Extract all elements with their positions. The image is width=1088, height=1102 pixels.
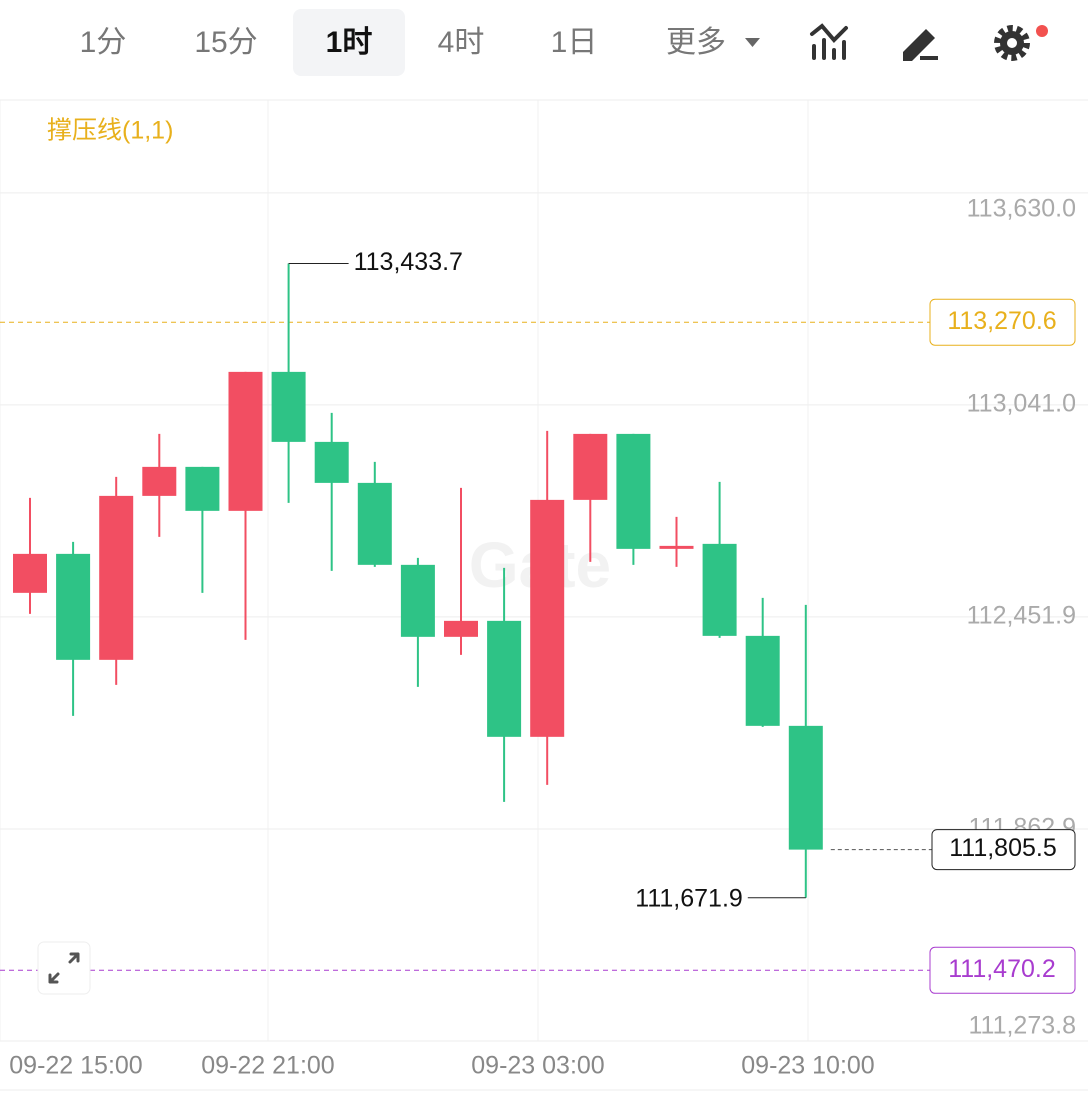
y-tick-label: 113,041.0 [967,389,1076,417]
candle-body [314,441,349,483]
level-label: 113,270.6 [947,307,1056,335]
candle-body [271,371,306,442]
candle-body [573,433,608,500]
y-tick-label: 111,273.8 [968,1012,1076,1040]
dropdown-arrow [745,38,760,47]
tab[interactable]: 更多 [666,26,726,59]
last-price-label: 111,805.5 [949,834,1057,862]
low-label: 111,671.9 [635,884,743,912]
x-tick-label: 09-23 10:00 [741,1052,874,1080]
tab[interactable]: 1日 [551,26,598,59]
candle-body [185,466,220,511]
x-tick-label: 09-22 21:00 [201,1052,334,1080]
candle-body [142,466,177,496]
candle-body [530,499,565,737]
candle-body [788,725,823,850]
active-tab-bg [293,9,405,76]
tab[interactable]: 1时 [326,26,373,59]
draw-icon[interactable] [903,29,938,61]
settings-icon[interactable] [994,25,1048,61]
candle-body [357,482,392,565]
candle-body [400,564,435,637]
chart-icon[interactable] [810,23,848,60]
y-tick-label: 113,630.0 [967,195,1076,223]
candle-body [745,635,780,726]
indicator-label: 撑压线(1,1) [47,117,173,145]
candle-body [487,620,522,737]
x-tick-label: 09-22 15:00 [9,1052,142,1080]
tab-bar: 1分 15分 1时 4时 1日 更多 [80,9,760,76]
level-box [929,946,1076,994]
candle-body [228,371,263,511]
candle-body [702,543,737,636]
candle-body [659,545,694,549]
candle-body [99,495,134,660]
candle-body [56,553,91,660]
expand-button[interactable] [37,941,91,995]
plot: 09-22 15:00 09-22 21:00 09-23 03:00 09-23 1… [0,100,1088,1091]
level-label: 111,470.2 [948,955,1056,983]
level-box [929,298,1076,346]
candle-body [444,620,478,637]
y-tick-label: 112,451.9 [967,602,1076,630]
tab[interactable]: 1分 [80,26,127,59]
tab[interactable]: 15分 [194,26,257,59]
candle-body [13,553,47,593]
tab[interactable]: 4时 [438,26,485,59]
last-price-box [931,829,1076,871]
high-label: 113,433.7 [354,248,463,276]
candle-body [616,433,651,549]
x-tick-label: 09-23 03:00 [471,1052,604,1080]
